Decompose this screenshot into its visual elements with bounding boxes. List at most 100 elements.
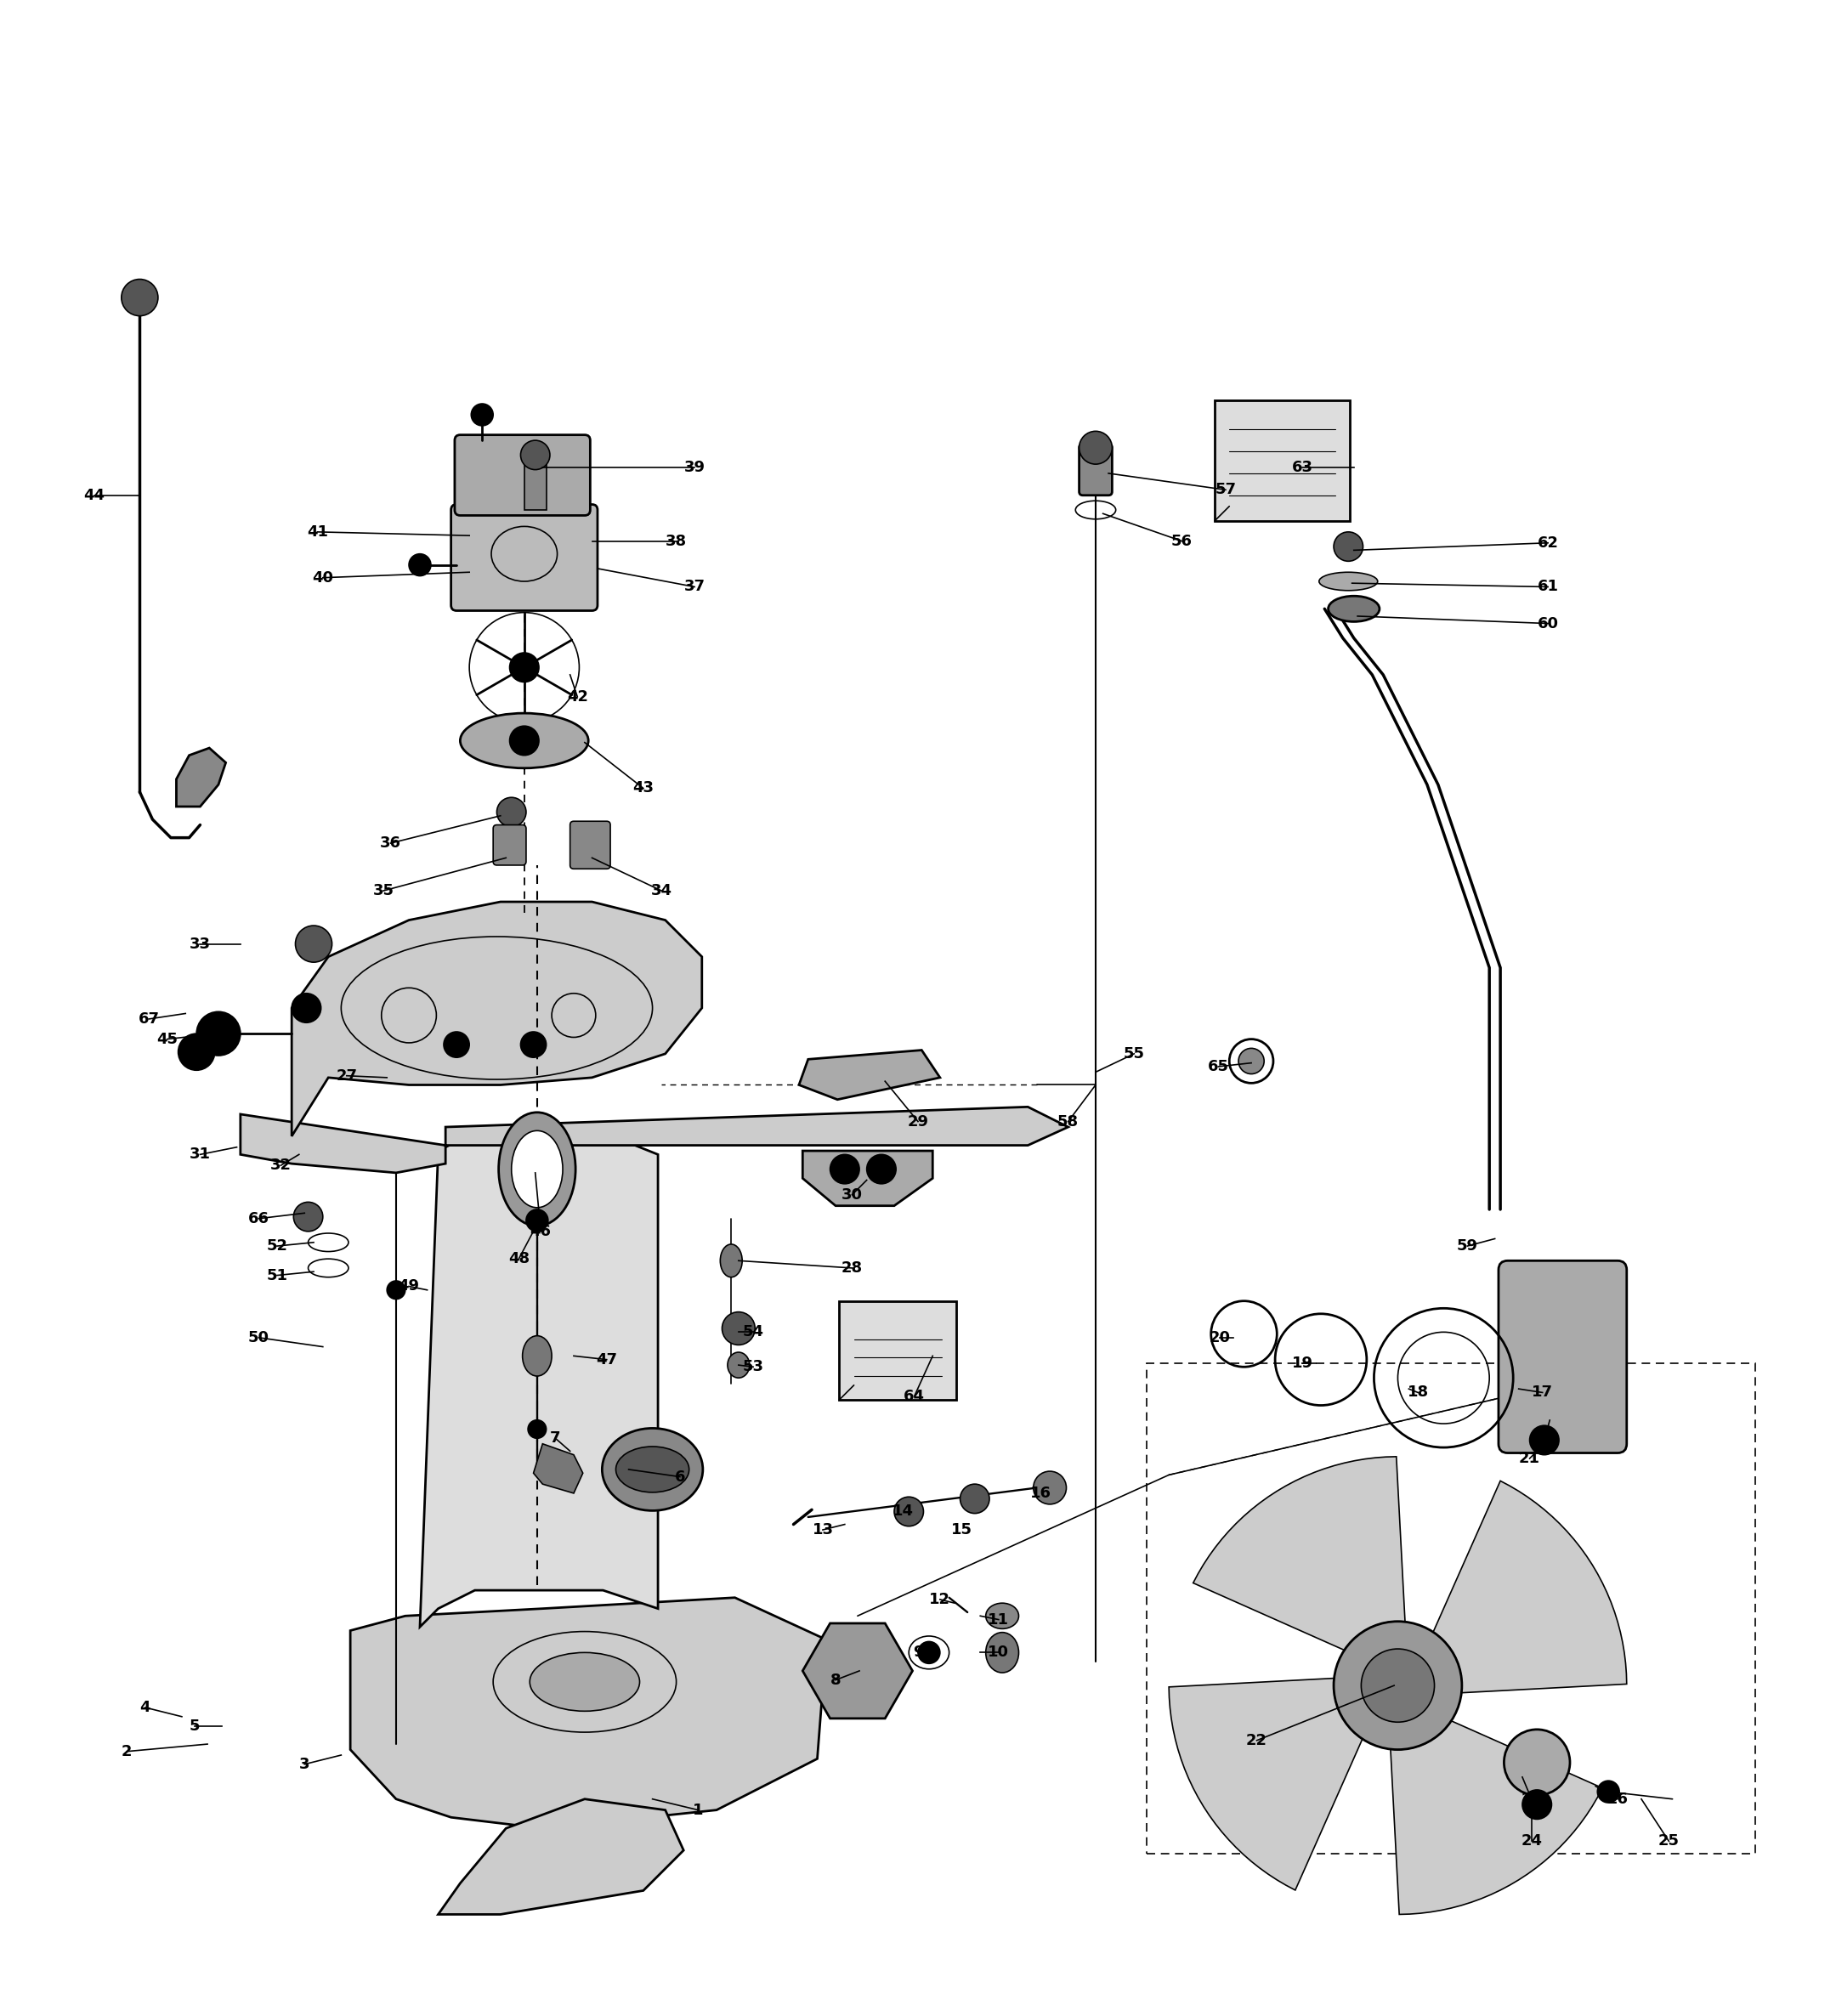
Text: 63: 63 [1293,460,1313,476]
Text: 9: 9 [912,1645,924,1661]
Text: 66: 66 [248,1212,270,1226]
Circle shape [960,1484,990,1514]
Text: 23: 23 [1520,1792,1542,1806]
Text: 7: 7 [551,1431,560,1445]
Circle shape [498,798,527,827]
Text: 51: 51 [266,1268,288,1282]
Text: 67: 67 [138,1012,160,1026]
Text: 25: 25 [1658,1833,1680,1849]
Text: 26: 26 [1606,1792,1629,1806]
Ellipse shape [1327,597,1379,621]
Bar [525,456,547,510]
Text: 62: 62 [1537,536,1559,550]
Text: 36: 36 [380,835,402,851]
Text: 34: 34 [652,883,672,899]
Circle shape [294,1202,323,1232]
Text: 50: 50 [248,1331,270,1345]
Text: 14: 14 [892,1504,914,1520]
Text: 57: 57 [1215,482,1236,498]
Text: 33: 33 [189,935,211,952]
Text: 38: 38 [666,534,687,548]
Text: 2: 2 [121,1744,132,1760]
Circle shape [472,403,494,425]
Text: 40: 40 [312,571,334,585]
FancyBboxPatch shape [455,435,589,516]
Text: 42: 42 [567,689,588,704]
Text: 45: 45 [156,1032,178,1046]
Text: 48: 48 [509,1252,529,1266]
Polygon shape [176,748,226,806]
Polygon shape [1170,1677,1362,1891]
Text: 32: 32 [270,1157,292,1173]
Bar [839,1300,957,1399]
FancyBboxPatch shape [494,825,527,865]
Text: 31: 31 [189,1147,211,1161]
Text: 12: 12 [929,1593,951,1607]
Circle shape [521,439,551,470]
Polygon shape [439,1798,683,1915]
Text: 59: 59 [1456,1238,1478,1254]
Circle shape [1597,1780,1619,1802]
Circle shape [296,925,332,962]
Text: 18: 18 [1406,1385,1428,1401]
Bar [1215,399,1349,520]
Text: 15: 15 [951,1522,973,1538]
Ellipse shape [720,1244,742,1278]
Text: 22: 22 [1247,1734,1267,1748]
Circle shape [830,1155,859,1183]
Ellipse shape [529,1419,547,1437]
Text: 21: 21 [1518,1452,1540,1466]
Circle shape [510,726,540,756]
Ellipse shape [499,1113,575,1226]
Polygon shape [420,1133,657,1627]
Bar [1148,1363,1755,1855]
Text: 16: 16 [1030,1486,1052,1500]
Text: 56: 56 [1171,534,1192,548]
Ellipse shape [727,1353,749,1377]
Text: 61: 61 [1537,579,1559,595]
Ellipse shape [615,1447,688,1492]
Circle shape [1034,1472,1067,1504]
Polygon shape [1390,1722,1603,1915]
Text: 11: 11 [988,1613,1010,1627]
Circle shape [1333,1621,1461,1750]
Text: 37: 37 [685,579,705,595]
Circle shape [178,1034,215,1070]
Circle shape [1360,1649,1434,1722]
Circle shape [292,994,321,1022]
Ellipse shape [512,1131,562,1208]
Text: 4: 4 [140,1699,151,1716]
Text: 13: 13 [812,1522,834,1538]
Text: 29: 29 [907,1115,929,1129]
Text: 20: 20 [1210,1331,1230,1345]
Circle shape [1529,1425,1559,1456]
Text: 8: 8 [830,1673,841,1687]
Polygon shape [1434,1482,1627,1693]
Polygon shape [799,1050,940,1099]
Text: 52: 52 [266,1238,288,1254]
Polygon shape [802,1623,912,1718]
Text: 5: 5 [189,1718,200,1734]
Text: 19: 19 [1293,1355,1313,1371]
Text: 47: 47 [597,1353,617,1367]
Ellipse shape [602,1427,703,1510]
Circle shape [1239,1048,1265,1075]
Ellipse shape [523,1337,553,1377]
Circle shape [1504,1730,1570,1796]
FancyBboxPatch shape [569,821,610,869]
Text: 64: 64 [903,1389,925,1403]
Circle shape [444,1032,470,1058]
Circle shape [387,1280,406,1298]
Ellipse shape [1318,573,1377,591]
Circle shape [409,554,431,577]
Text: 24: 24 [1520,1833,1542,1849]
Circle shape [196,1012,241,1056]
Text: 46: 46 [531,1224,551,1240]
Circle shape [521,1032,547,1058]
Circle shape [1333,532,1362,560]
Polygon shape [1193,1458,1405,1651]
Text: 58: 58 [1058,1115,1080,1129]
Circle shape [510,653,540,681]
Ellipse shape [461,714,588,768]
Text: 55: 55 [1124,1046,1144,1062]
